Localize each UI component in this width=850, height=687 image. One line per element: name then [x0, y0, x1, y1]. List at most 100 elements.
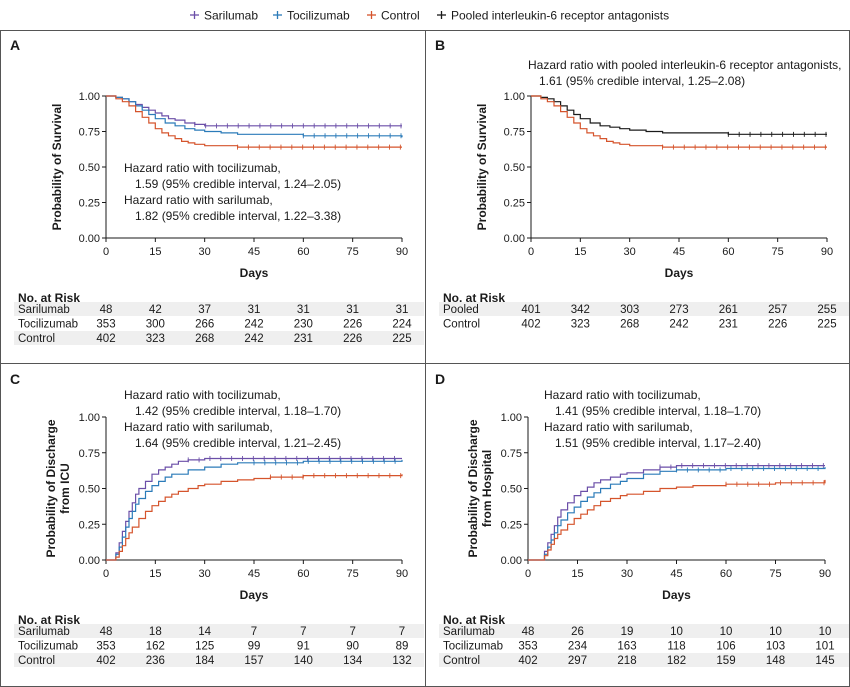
y-axis-title: Probability of Survival — [475, 104, 489, 231]
annotation-line: 1.51 (95% credible interval, 1.17–2.40) — [555, 436, 761, 450]
hazard-ratio-annotation: Hazard ratio with tocilizumab, 1.41 (95% … — [544, 388, 761, 450]
series-line-pooled — [531, 95, 827, 135]
risk-cell: 159 — [716, 655, 735, 667]
risk-cell: 118 — [667, 641, 685, 653]
risk-cell: 101 — [815, 641, 834, 653]
y-tick-label: 0.25 — [79, 519, 100, 531]
risk-cell: 257 — [768, 304, 787, 316]
risk-cell: 230 — [294, 319, 313, 331]
annotation-line: Hazard ratio with tocilizumab, — [544, 388, 701, 402]
series-line-control — [106, 95, 402, 148]
risk-row-stripe — [14, 302, 424, 316]
legend-item-sarilumab: Sarilumab — [190, 9, 258, 23]
annotation-line: 1.61 (95% credible interval, 1.25–2.08) — [539, 74, 745, 88]
hazard-ratio-annotation: Hazard ratio with tocilizumab, 1.42 (95% … — [124, 388, 341, 450]
y-tick-label: 0.25 — [79, 198, 100, 210]
risk-table-title: No. at Risk — [18, 613, 80, 627]
panel-letter: B — [435, 37, 445, 53]
risk-cell: 7 — [399, 626, 405, 638]
risk-cell: 31 — [297, 304, 310, 316]
risk-cell: 106 — [716, 641, 735, 653]
x-tick-label: 90 — [396, 246, 408, 258]
panel-letter: D — [435, 371, 445, 387]
y-tick-label: 1.00 — [79, 412, 100, 424]
risk-cell: 234 — [568, 641, 588, 653]
risk-cell: 353 — [518, 641, 537, 653]
panel-letter: A — [10, 37, 20, 53]
y-tick-label: 0.25 — [501, 519, 522, 531]
annotation-line: Hazard ratio with sarilumab, — [544, 420, 693, 434]
y-tick-label: 0.00 — [79, 233, 100, 245]
panel-d: D 0.00 0.25 0.50 0.75 1.00 0 15 30 45 60 75 90 Days Pr… — [435, 371, 849, 667]
risk-cell: 402 — [96, 333, 115, 345]
risk-cell: 242 — [669, 319, 688, 331]
risk-cell: 125 — [195, 641, 214, 653]
y-tick-label: 0.50 — [501, 484, 522, 496]
series-line-sarilumab — [106, 95, 402, 127]
risk-cell: 91 — [297, 641, 310, 653]
x-tick-label: 0 — [525, 568, 531, 580]
risk-cell: 261 — [719, 304, 738, 316]
risk-cell: 224 — [392, 319, 412, 331]
x-tick-label: 0 — [103, 246, 109, 258]
risk-cell: 42 — [149, 304, 162, 316]
annotation-line: Hazard ratio with pooled interleukin-6 r… — [528, 58, 842, 72]
risk-cell: 226 — [343, 333, 362, 345]
risk-cell: 48 — [100, 626, 113, 638]
series-line-control — [531, 95, 827, 148]
series-pooled — [531, 95, 827, 137]
x-tick-label: 60 — [297, 246, 309, 258]
risk-cell: 266 — [195, 319, 214, 331]
risk-cell: 7 — [300, 626, 306, 638]
annotation-line: 1.42 (95% credible interval, 1.18–1.70) — [135, 404, 341, 418]
risk-cell: 10 — [769, 626, 782, 638]
y-tick-label: 0.25 — [504, 198, 525, 210]
risk-cell: 231 — [294, 333, 313, 345]
x-tick-label: 0 — [103, 568, 109, 580]
series-control — [106, 473, 403, 561]
risk-cell: 218 — [617, 655, 636, 667]
risk-cell: 10 — [720, 626, 733, 638]
risk-cell: 132 — [392, 655, 411, 667]
y-tick-label: 0.75 — [79, 448, 100, 460]
series-tocilizumab — [106, 95, 403, 139]
x-tick-label: 75 — [347, 568, 359, 580]
risk-table-title: No. at Risk — [443, 291, 505, 305]
risk-cell: 402 — [521, 319, 540, 331]
risk-row-label: Sarilumab — [18, 304, 70, 316]
series-tocilizumab — [528, 465, 826, 561]
risk-row-stripe — [439, 302, 849, 316]
risk-cell: 145 — [815, 655, 834, 667]
x-axis-title: Days — [240, 588, 269, 602]
x-tick-label: 60 — [720, 568, 732, 580]
risk-row-label: Control — [443, 319, 480, 331]
legend-item-tocilizumab: Tocilizumab — [273, 9, 350, 23]
hazard-ratio-annotation: Hazard ratio with tocilizumab, 1.59 (95% … — [124, 161, 341, 223]
x-tick-label: 60 — [297, 568, 309, 580]
series-line-control — [528, 479, 826, 561]
risk-cell: 401 — [521, 304, 540, 316]
y-tick-label: 0.00 — [504, 233, 525, 245]
risk-cell: 226 — [768, 319, 787, 331]
risk-cell: 31 — [396, 304, 409, 316]
risk-cell: 48 — [100, 304, 113, 316]
series-line-sarilumab — [106, 457, 402, 561]
annotation-line: 1.41 (95% credible interval, 1.18–1.70) — [555, 404, 761, 418]
risk-cell: 231 — [719, 319, 738, 331]
risk-row-stripe — [14, 653, 424, 667]
y-tick-label: 1.00 — [501, 412, 522, 424]
y-tick-label: 0.75 — [79, 127, 100, 139]
risk-cell: 134 — [343, 655, 363, 667]
risk-cell: 255 — [817, 304, 836, 316]
x-tick-label: 75 — [769, 568, 781, 580]
y-axis-title-line: Probability of Discharge — [466, 419, 480, 557]
risk-row-label: Tocilizumab — [18, 319, 78, 331]
annotation-line: Hazard ratio with tocilizumab, — [124, 161, 281, 175]
risk-table-title: No. at Risk — [443, 613, 505, 627]
x-tick-label: 45 — [673, 246, 685, 258]
risk-cell: 10 — [819, 626, 832, 638]
